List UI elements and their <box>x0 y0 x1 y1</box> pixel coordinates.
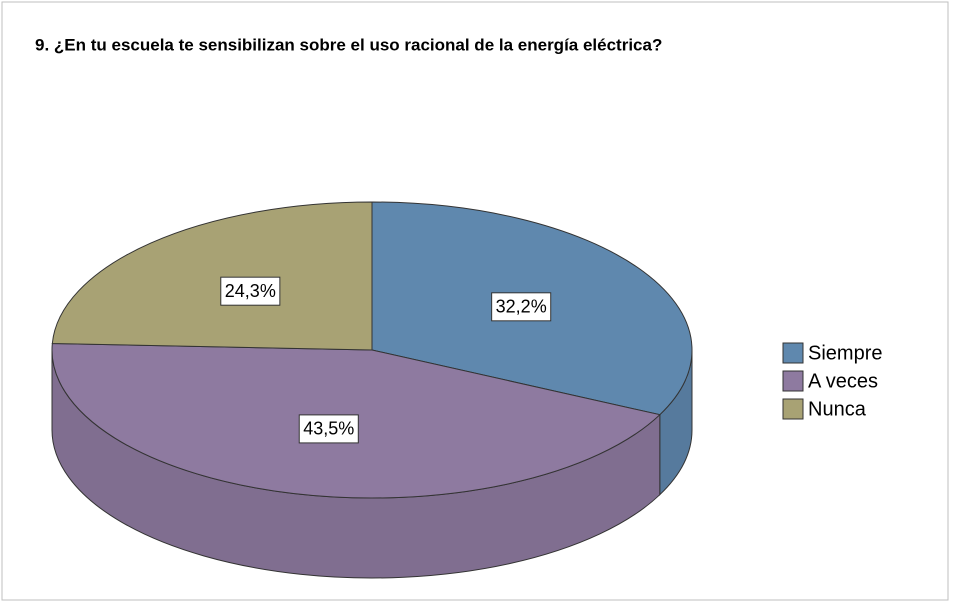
data-label: 32,2% <box>496 297 547 317</box>
label-box <box>491 292 552 322</box>
chart-title: 9. ¿En tu escuela te sensibilizan sobre … <box>35 35 662 54</box>
legend-swatch <box>782 398 804 420</box>
legend-label: Siempre <box>808 342 882 364</box>
legend-swatch <box>782 370 804 392</box>
legend-label: Nunca <box>808 398 867 420</box>
pie: 32,2% 43,5% 24,3% <box>51 201 693 579</box>
data-label: 24,3% <box>225 281 276 301</box>
legend-label: A veces <box>808 370 878 392</box>
label-box <box>298 414 359 444</box>
pie-slice <box>51 201 373 351</box>
data-label: 43,5% <box>303 419 354 439</box>
legend-swatch <box>782 342 804 364</box>
label-box <box>220 276 281 306</box>
legend: Siempre A veces Nunca <box>782 342 882 420</box>
